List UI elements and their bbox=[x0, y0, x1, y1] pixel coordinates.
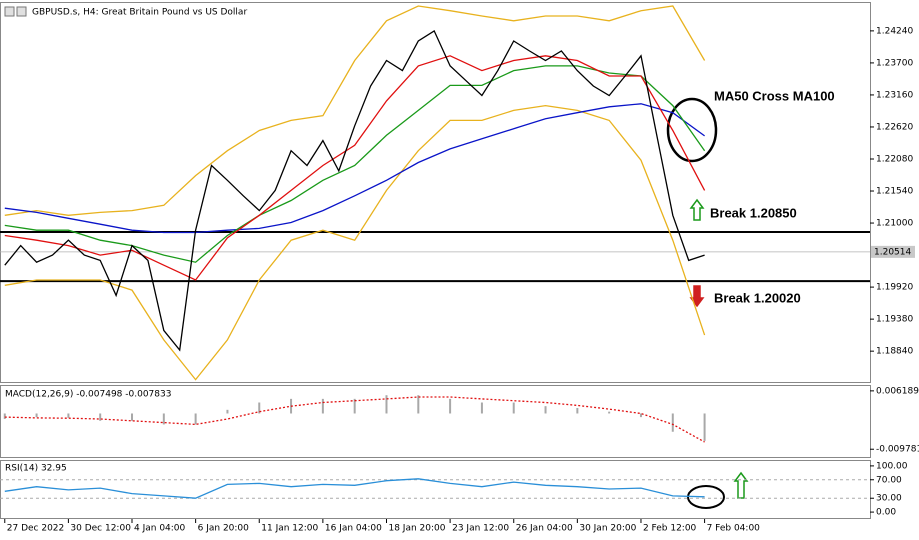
histogram-bar bbox=[162, 413, 165, 425]
y-tick-label: 70.00 bbox=[876, 475, 902, 485]
histogram-bar bbox=[258, 402, 261, 414]
down-arrow bbox=[689, 285, 705, 308]
up-arrow bbox=[733, 471, 749, 499]
main-frame bbox=[0, 2, 871, 383]
last-price-label: 1.20514 bbox=[874, 247, 911, 257]
x-tick-label: 2 Feb 12:00 bbox=[643, 524, 697, 534]
histogram-bar bbox=[576, 407, 579, 414]
histogram-bar bbox=[353, 398, 356, 414]
histogram-bar bbox=[544, 406, 547, 414]
histogram-bar bbox=[67, 413, 70, 418]
histogram-bar bbox=[417, 395, 420, 414]
y-tick-label: 100.00 bbox=[876, 461, 908, 471]
x-tick-label: 30 Dec 12:00 bbox=[70, 524, 131, 534]
series-line bbox=[4, 104, 706, 381]
x-tick-label: 6 Jan 20:00 bbox=[198, 524, 250, 534]
y-tick-label: 1.22620 bbox=[876, 122, 913, 132]
annotation: Break 1.20020 bbox=[714, 290, 801, 305]
rsi-frame bbox=[0, 460, 871, 519]
signal-line bbox=[4, 396, 705, 443]
histogram-bar bbox=[3, 413, 6, 419]
histogram-bar bbox=[639, 413, 642, 418]
x-tick-label: 27 Dec 2022 bbox=[7, 524, 65, 534]
series-line bbox=[4, 5, 706, 216]
highlight-circle bbox=[687, 485, 725, 509]
x-tick-label: 26 Jan 04:00 bbox=[516, 524, 573, 534]
rsi-label: RSI(14) 32.95 bbox=[5, 464, 67, 474]
annotation: MA50 Cross MA100 bbox=[714, 88, 835, 103]
menu-icon[interactable] bbox=[4, 6, 15, 17]
histogram-bar bbox=[608, 411, 611, 414]
x-tick-label: 7 Feb 04:00 bbox=[707, 524, 761, 534]
y-tick-label: 1.22080 bbox=[876, 154, 913, 164]
histogram-bar bbox=[449, 398, 452, 414]
y-tick-label: 1.19380 bbox=[876, 315, 913, 325]
y-tick-label: 1.19920 bbox=[876, 283, 913, 293]
y-tick-label: 30.00 bbox=[876, 494, 902, 504]
x-tick-label: 11 Jan 12:00 bbox=[261, 524, 318, 534]
y-tick-label: 1.21000 bbox=[876, 219, 913, 229]
macd-frame bbox=[0, 385, 871, 458]
histogram-bar bbox=[194, 413, 197, 425]
last-price-box bbox=[871, 245, 915, 258]
histogram-bar bbox=[480, 402, 483, 414]
histogram-bar bbox=[226, 409, 229, 414]
histogram-bar bbox=[99, 413, 102, 421]
y-tick-label: 0.00 bbox=[876, 508, 896, 518]
histogram-bar bbox=[671, 413, 674, 432]
up-arrow bbox=[689, 198, 705, 221]
series-line bbox=[4, 55, 706, 281]
x-tick-label: 16 Jan 04:00 bbox=[325, 524, 382, 534]
chart-title: GBPUSD.s, H4: Great Britain Pound vs US … bbox=[32, 8, 247, 18]
macd-label: MACD(12,26,9) -0.007498 -0.007833 bbox=[5, 390, 171, 400]
y-tick-label: -0.009781 bbox=[876, 445, 919, 455]
histogram-bar bbox=[131, 413, 134, 421]
series-line bbox=[4, 478, 705, 499]
y-tick-label: 1.21540 bbox=[876, 187, 913, 197]
series-line bbox=[4, 65, 706, 263]
histogram-bar bbox=[35, 413, 38, 418]
x-tick-label: 30 Jan 20:00 bbox=[579, 524, 636, 534]
highlight-circle bbox=[666, 97, 718, 163]
y-tick-label: 0.006189 bbox=[876, 386, 919, 396]
y-tick-label: 1.24240 bbox=[876, 26, 913, 36]
y-tick-label: 1.23700 bbox=[876, 58, 913, 68]
series-line bbox=[4, 103, 705, 234]
histogram-bar bbox=[385, 395, 388, 414]
x-tick-label: 4 Jan 04:00 bbox=[134, 524, 186, 534]
y-tick-label: 1.18840 bbox=[876, 347, 913, 357]
histogram-bar bbox=[512, 402, 515, 414]
x-tick-label: 23 Jan 12:00 bbox=[452, 524, 509, 534]
histogram-bar bbox=[321, 398, 324, 414]
y-tick-label: 1.23160 bbox=[876, 90, 913, 100]
series-line bbox=[4, 29, 705, 352]
annotation: Break 1.20850 bbox=[710, 205, 797, 220]
x-tick-label: 18 Jan 20:00 bbox=[388, 524, 445, 534]
histogram-bar bbox=[703, 413, 706, 441]
menu-icon[interactable] bbox=[16, 6, 27, 17]
